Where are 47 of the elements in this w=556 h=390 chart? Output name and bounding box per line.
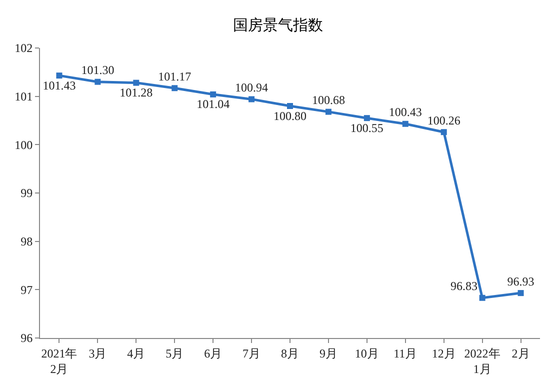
point bbox=[402, 120, 408, 127]
point bbox=[518, 290, 524, 296]
point bbox=[287, 103, 293, 109]
x-tick-label: 2022年 1月 bbox=[464, 346, 500, 376]
point bbox=[133, 80, 140, 86]
x-tick-label: 3月 bbox=[88, 346, 107, 360]
point bbox=[94, 78, 101, 85]
point bbox=[440, 129, 447, 136]
x-tick-label: 2月 bbox=[512, 346, 530, 360]
y-tick-label: 99 bbox=[20, 186, 33, 200]
x-tick-label: 8月 bbox=[281, 346, 299, 360]
data-label: 101.43 bbox=[42, 78, 76, 92]
x-tick-label: 7月 bbox=[242, 346, 261, 360]
y-tick-label: 102 bbox=[14, 41, 33, 56]
data-label: 101.04 bbox=[196, 97, 230, 112]
point bbox=[248, 96, 255, 102]
data-label: 100.94 bbox=[235, 80, 268, 94]
y-tick-label: 97 bbox=[20, 282, 33, 297]
x-tick-label: 6月 bbox=[204, 346, 222, 360]
x-tick-label: 10月 bbox=[354, 346, 379, 360]
data-label: 100.43 bbox=[388, 105, 422, 120]
data-label: 101.28 bbox=[120, 86, 153, 100]
x-tick-label: 4月 bbox=[127, 346, 146, 360]
x-tick-label: 12月 bbox=[432, 346, 456, 360]
point bbox=[325, 108, 332, 115]
chart-title: 国房景气指数 bbox=[233, 17, 323, 34]
data-label: 100.26 bbox=[427, 113, 460, 128]
point bbox=[56, 72, 62, 79]
data-label: 96.93 bbox=[507, 274, 534, 288]
data-label: 100.55 bbox=[350, 120, 384, 135]
data-label: 101.17 bbox=[158, 69, 192, 84]
y-tick-label: 98 bbox=[20, 234, 33, 249]
point bbox=[479, 294, 486, 301]
data-label: 101.30 bbox=[81, 63, 114, 78]
point bbox=[364, 115, 370, 122]
x-tick-label: 5月 bbox=[166, 346, 184, 360]
x-tick-label: 2021年 2月 bbox=[41, 346, 78, 376]
data-label: 100.68 bbox=[312, 93, 345, 108]
point bbox=[210, 91, 216, 98]
x-tick-label: 9月 bbox=[319, 346, 338, 360]
y-tick-label: 96 bbox=[20, 331, 33, 346]
point bbox=[172, 85, 178, 92]
x-tick-label: 11月 bbox=[394, 346, 418, 360]
data-label: 100.80 bbox=[274, 108, 306, 123]
y-tick-label: 100 bbox=[14, 138, 33, 152]
data-label: 96.83 bbox=[450, 279, 478, 294]
y-tick-label: 101 bbox=[14, 90, 33, 104]
